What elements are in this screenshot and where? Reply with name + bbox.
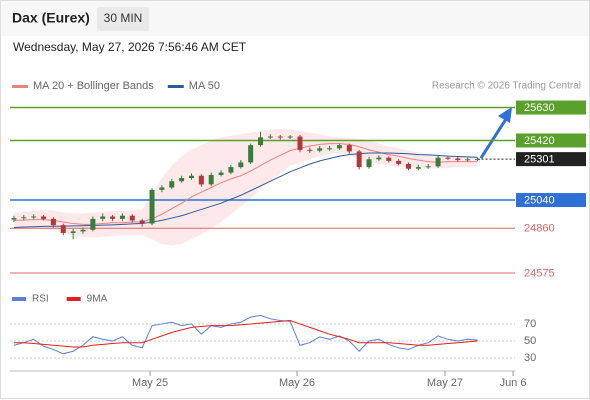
indicator-line [13,320,478,348]
forecast-arrow [479,118,508,159]
interval-badge [97,7,149,31]
level-label: 24575 [524,267,555,279]
level-label: 25301 [524,154,555,166]
candle-body [208,174,214,185]
arrow-head [498,107,512,123]
level-label: 24860 [524,223,555,235]
candle-body [405,163,411,169]
candle-body [455,158,461,161]
indicator-line [13,314,478,355]
candle-body [218,172,224,175]
candle-body [11,218,17,220]
candle-body [475,159,481,161]
candle-body [228,167,234,173]
candle-body [179,178,185,182]
candle-body [336,145,342,149]
interval: 30 MIN [104,11,143,25]
candle-body [100,216,106,219]
candle-body [287,136,293,138]
y-tick-label: 50 [524,335,536,347]
timestamp: Wednesday, May 27, 2026 7:56:46 AM CET [13,40,247,54]
candle-body [346,145,352,152]
candle-body [139,220,145,224]
candle-body [159,187,165,190]
x-tick-label: May 26 [279,377,315,389]
legend-swatch [66,297,81,301]
legend-label: MA 20 + Bollinger Bands [33,80,154,92]
candle-body [366,159,372,168]
candle-body [149,189,155,224]
y-tick-label: 30 [524,352,536,364]
level-label-box [516,133,586,148]
candle-body [238,162,244,168]
candle-body [425,166,431,168]
legend-label: 9MA [87,294,108,305]
candle-body [110,216,116,219]
candle-body [356,151,362,168]
candle-body [129,215,135,221]
candle-body [198,175,204,185]
level-label: 25630 [524,102,555,114]
candle-body [169,181,175,188]
candle-body [60,225,66,233]
level-label: 25040 [524,194,555,206]
candle-body [307,149,313,151]
candle-body [327,148,333,150]
candle-body [376,157,382,160]
title: Dax (Eurex) [12,10,90,26]
candle-body [267,136,273,138]
legend-label: MA 50 [189,80,220,92]
candle-body [41,216,47,219]
copyright: Research © 2026 Trading Central [432,81,581,92]
x-tick-label: May 27 [427,377,463,389]
legend-swatch [167,85,184,88]
candle-body [396,160,402,164]
candle-body [21,217,27,219]
x-tick-label: Jun 6 [500,377,527,389]
legend-swatch [12,297,26,301]
candle-body [465,159,471,161]
candle-body [277,136,283,138]
candle-body [415,167,421,169]
candle-body [50,218,56,226]
legend-swatch [12,85,28,88]
candle-body [119,215,125,219]
candle-body [317,148,323,151]
candle-body [90,218,96,230]
level-label-box [516,100,586,115]
candle-body [80,229,86,232]
candle-body [445,157,451,159]
candle-body [70,231,76,233]
level-label-box [516,193,586,208]
candle-body [435,157,441,167]
candle-body [386,157,392,161]
candle-body [297,136,303,150]
candle-body [258,137,264,146]
legend-label: RSI [32,294,49,305]
x-tick-label: May 25 [132,377,168,389]
candle-body [31,216,37,218]
y-tick-label: 70 [524,318,536,330]
candle-body [188,175,194,179]
level-label: 25420 [524,135,555,147]
level-label-box [516,152,586,167]
candle-body [248,145,254,163]
